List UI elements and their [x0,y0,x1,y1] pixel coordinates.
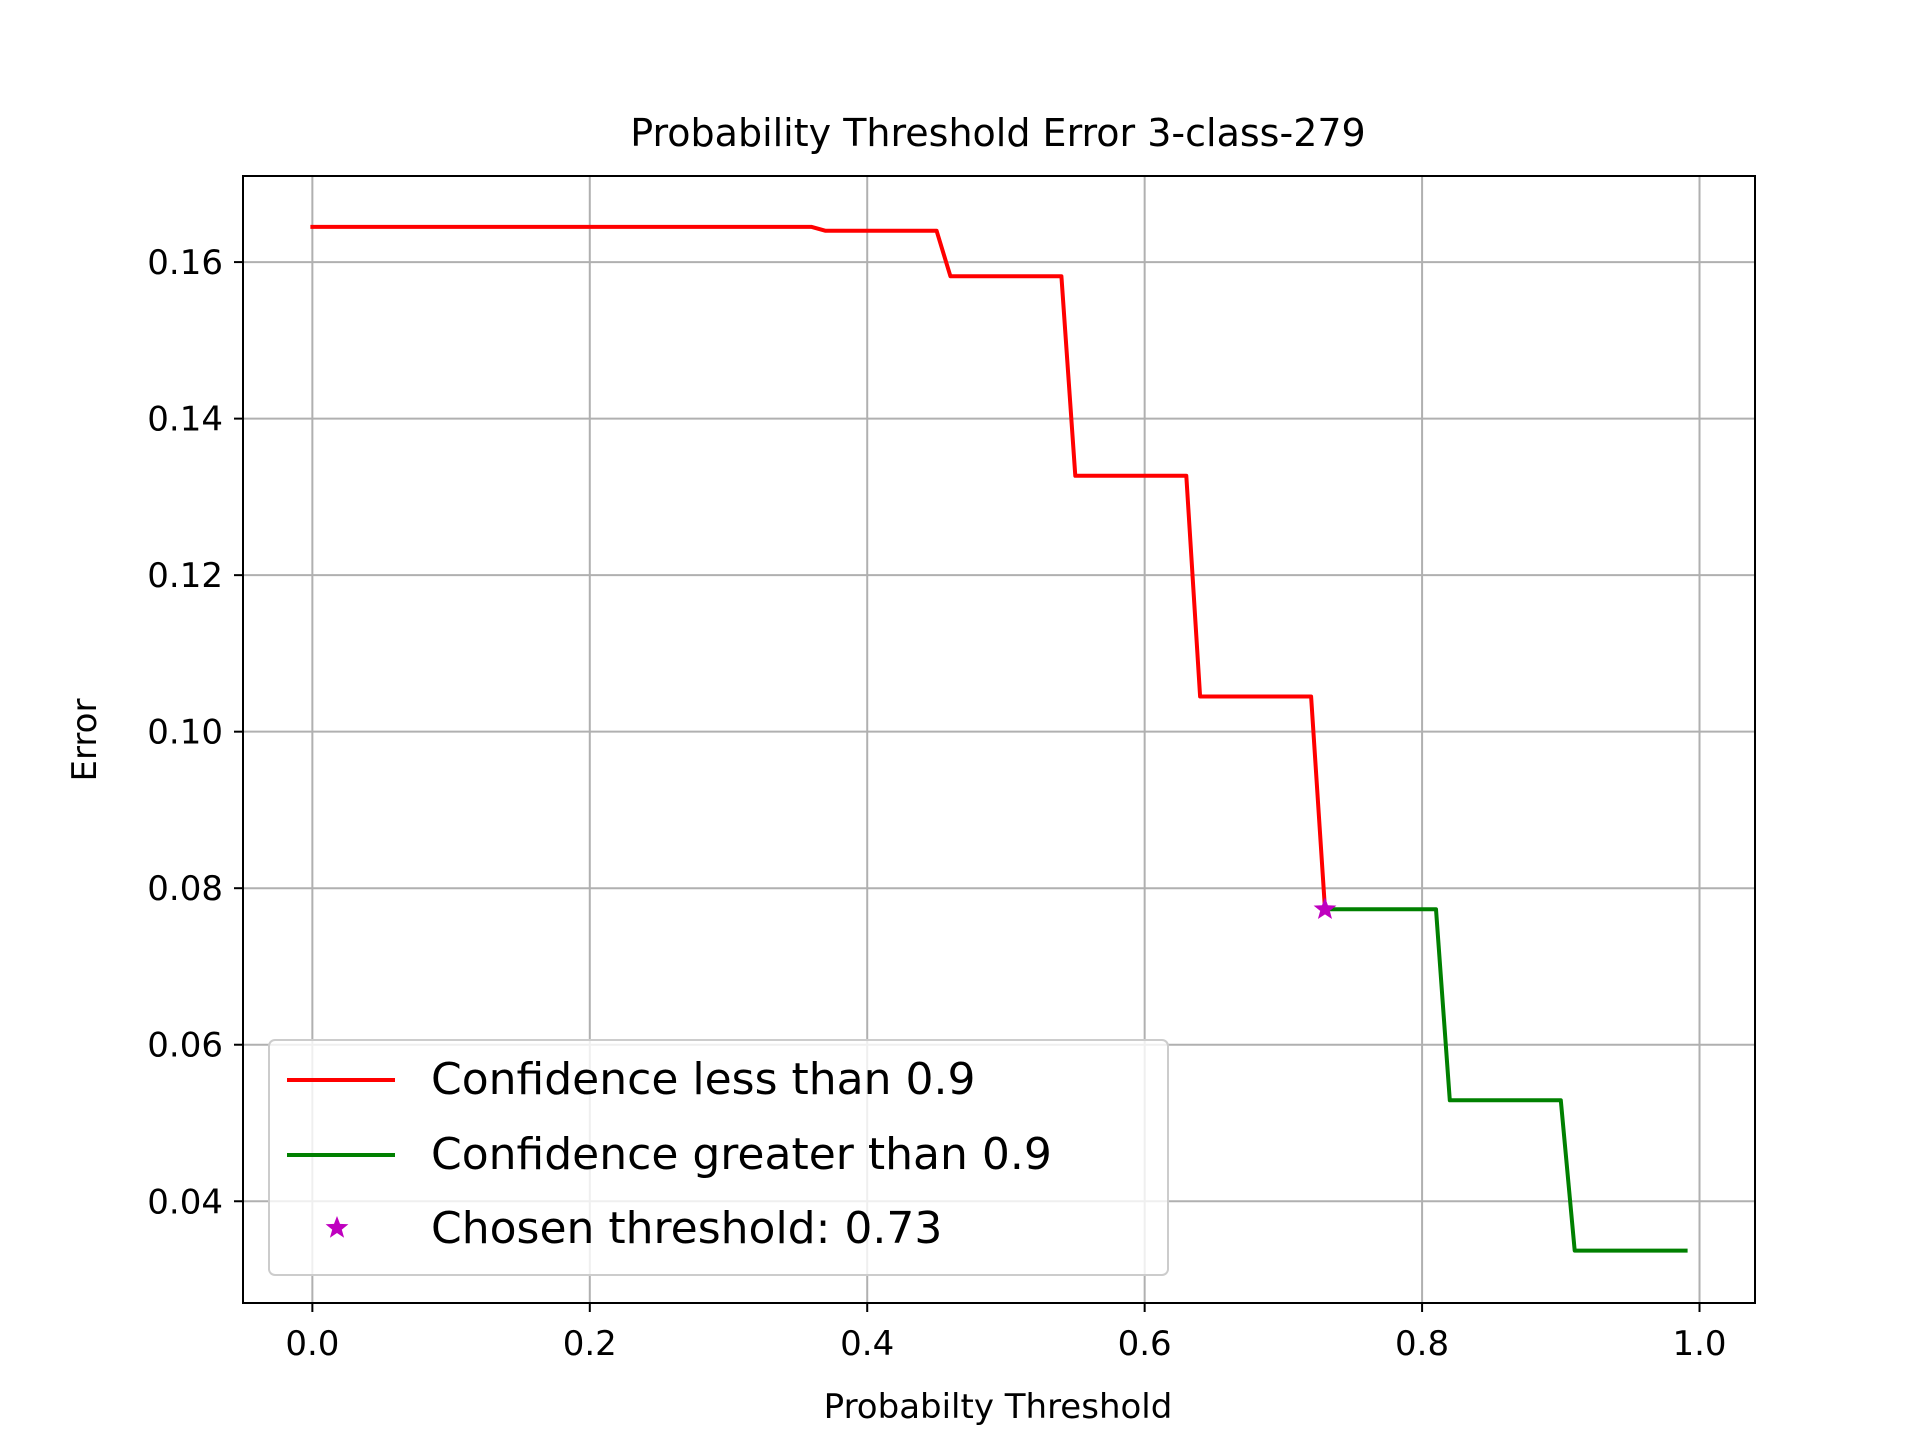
legend-label-series-2: Confidence greater than 0.9 [431,1129,1052,1180]
series-line-2 [1323,907,1688,1253]
x-tick-label: 0.2 [563,1324,617,1364]
y-tick-label: 0.08 [147,869,223,909]
chart-title: Probability Threshold Error 3-class-279 [630,111,1365,155]
y-tick-label: 0.14 [147,400,223,440]
x-tick-label: 1.0 [1672,1324,1726,1364]
legend: Confidence less than 0.9 Confidence grea… [268,1039,1169,1276]
y-tick-label: 0.12 [147,556,223,596]
x-tick-label: 0.8 [1395,1324,1449,1364]
x-tick-label: 0.0 [285,1324,339,1364]
x-tick-label: 0.4 [840,1324,894,1364]
legend-box [268,1039,1169,1276]
plot-frame [242,175,1756,1304]
legend-swatch-marker [325,1216,349,1238]
x-axis-ticks: 0.0 0.2 0.4 0.6 0.8 1.0 [285,1303,1727,1364]
y-axis-ticks: 0.04 0.06 0.08 0.10 0.12 0.14 0.16 [147,243,243,1222]
x-axis-label: Probabilty Threshold [824,1387,1173,1427]
x-tick-label: 0.6 [1118,1324,1172,1364]
legend-label-series-1: Confidence less than 0.9 [431,1054,975,1105]
y-tick-label: 0.16 [147,243,223,283]
series-line-1 [310,224,1328,912]
y-axis-label: Error [65,699,105,782]
legend-label-marker: Chosen threshold: 0.73 [431,1203,942,1254]
plot-series [310,224,1688,1253]
y-tick-label: 0.10 [147,713,223,753]
chosen-threshold-marker [1313,897,1337,919]
y-tick-label: 0.06 [147,1026,223,1066]
y-tick-label: 0.04 [147,1182,223,1222]
